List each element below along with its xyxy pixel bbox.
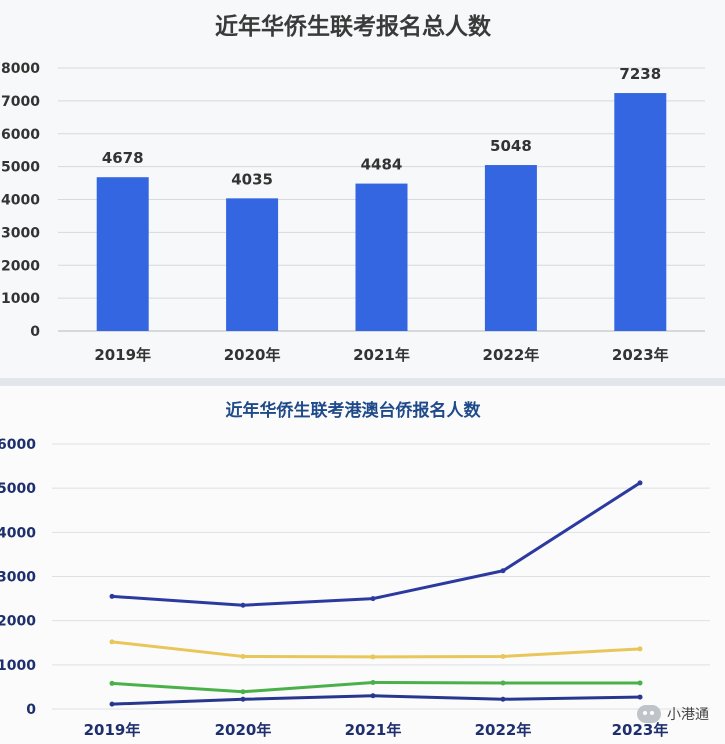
- bar-x-tick-label: 2020年: [224, 346, 281, 364]
- watermark-text: 小港通: [667, 707, 709, 723]
- bar-y-tick-label: 0: [30, 324, 40, 340]
- series-point: [500, 696, 506, 702]
- bar-x-tick-label: 2023年: [612, 346, 669, 364]
- bar-value-label: 7238: [619, 65, 661, 83]
- bar: [96, 177, 149, 331]
- series-point: [370, 680, 376, 685]
- series-point: [370, 654, 376, 660]
- bar-y-tick-label: 8000: [1, 61, 40, 77]
- bar-y-tick-label: 5000: [1, 160, 40, 176]
- series-point: [500, 653, 506, 659]
- line-y-tick-label: 4000: [0, 525, 36, 541]
- line-x-tick-label: 2020年: [215, 721, 272, 739]
- series-point: [637, 694, 643, 700]
- bar-x-tick-label: 2019年: [94, 346, 151, 364]
- bar-chart: 近年华侨生联考报名总人数 0 1000 2000 3000 4000 5000 6000 70…: [1, 13, 705, 364]
- series-point: [109, 639, 115, 645]
- bar: [614, 93, 667, 331]
- bar: [484, 165, 537, 331]
- wechat-icon: [637, 705, 661, 723]
- series-point: [240, 689, 246, 695]
- bar: [226, 198, 279, 331]
- bar-value-label: 4035: [231, 170, 273, 188]
- bar: [355, 183, 408, 331]
- line-y-tick-label: 1000: [0, 658, 36, 674]
- bar-chart-title: 近年华侨生联考报名总人数: [215, 13, 492, 40]
- series-point: [637, 480, 643, 486]
- line-y-tick-label: 5000: [0, 481, 36, 497]
- series-line: [110, 640, 642, 659]
- series-point: [240, 602, 246, 608]
- line-y-tick-label: 2000: [0, 614, 36, 630]
- bar-value-label: 4484: [361, 156, 403, 174]
- bar-value-label: 4678: [102, 149, 144, 167]
- bar-y-tick-label: 1000: [1, 291, 40, 307]
- bar-value-label: 5048: [490, 137, 532, 155]
- line-y-tick-label: 0: [26, 702, 36, 718]
- series-line: [110, 694, 642, 706]
- series-point: [109, 680, 115, 686]
- bar-y-tick-label: 4000: [1, 193, 40, 209]
- series-point: [240, 696, 246, 702]
- series-point: [637, 646, 643, 652]
- series-point: [370, 693, 376, 699]
- bar-x-tick-label: 2022年: [483, 346, 540, 364]
- line-x-tick-label: 2021年: [345, 721, 402, 739]
- series-point: [500, 568, 506, 574]
- line-x-tick-label: 2019年: [84, 721, 141, 739]
- line-x-tick-label: 2022年: [475, 721, 532, 739]
- series-point: [240, 653, 246, 659]
- watermark: 小港通: [637, 704, 709, 724]
- series-point: [500, 680, 506, 686]
- series-point: [637, 680, 643, 686]
- line-y-tick-label: 6000: [0, 437, 36, 453]
- line-chart-panel: 近年华侨生联考港澳台侨报名人数 0 1000 2000 3000 4000 5000 600…: [0, 386, 725, 744]
- bar-y-tick-label: 7000: [1, 94, 40, 110]
- line-chart: 近年华侨生联考港澳台侨报名人数 0 1000 2000 3000 4000 5000 600…: [0, 400, 710, 739]
- panel-divider: [0, 378, 725, 386]
- bar-y-tick-label: 6000: [1, 127, 40, 143]
- bar-y-tick-label: 3000: [1, 225, 40, 241]
- series-point: [109, 593, 115, 599]
- series-line: [110, 681, 642, 694]
- line-y-tick-label: 3000: [0, 570, 36, 586]
- series-line: [110, 481, 642, 607]
- line-x-tick-label: 2023年: [612, 721, 669, 739]
- bar-y-tick-label: 2000: [1, 258, 40, 274]
- bar-chart-panel: 近年华侨生联考报名总人数 0 1000 2000 3000 4000 5000 6000 70…: [0, 0, 725, 378]
- series-point: [109, 701, 115, 707]
- series-point: [370, 596, 376, 602]
- bar-x-tick-label: 2021年: [353, 346, 410, 364]
- line-chart-title: 近年华侨生联考港澳台侨报名人数: [226, 400, 482, 421]
